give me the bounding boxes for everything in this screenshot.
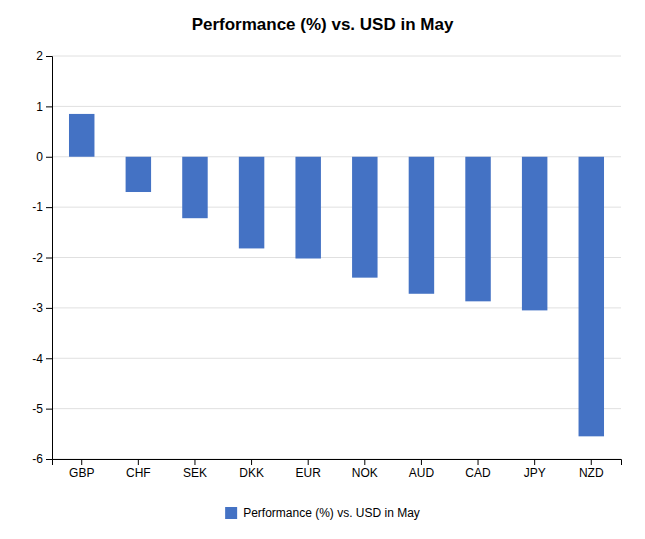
legend-swatch bbox=[225, 507, 237, 519]
axis-line bbox=[53, 460, 622, 466]
tick: CAD bbox=[465, 459, 491, 480]
tick: 0 bbox=[36, 150, 52, 164]
tick-label: 0 bbox=[36, 150, 43, 164]
tick-mark bbox=[46, 106, 52, 107]
bar bbox=[69, 114, 94, 157]
tick-label: -3 bbox=[32, 301, 43, 315]
tick: -3 bbox=[32, 301, 52, 315]
tick-mark bbox=[364, 459, 365, 465]
tick-label: 2 bbox=[36, 49, 43, 63]
bar bbox=[295, 157, 320, 259]
tick-label: EUR bbox=[296, 466, 322, 480]
grid-line bbox=[52, 56, 621, 57]
tick-mark bbox=[46, 459, 52, 460]
tick-mark bbox=[194, 459, 195, 465]
tick: SEK bbox=[183, 459, 207, 480]
tick-mark bbox=[46, 258, 52, 259]
tick: -1 bbox=[32, 200, 52, 214]
tick-mark bbox=[421, 459, 422, 465]
tick-label: DKK bbox=[239, 466, 264, 480]
legend-label: Performance (%) vs. USD in May bbox=[243, 506, 420, 520]
tick: DKK bbox=[239, 459, 264, 480]
tick-mark bbox=[591, 459, 592, 465]
bar bbox=[522, 157, 547, 311]
tick: -5 bbox=[32, 402, 52, 416]
tick-mark bbox=[251, 459, 252, 465]
tick-label: JPY bbox=[524, 466, 546, 480]
chart: Performance (%) vs. USD in May -6 -5 -4 -3 -2… bbox=[0, 0, 645, 539]
tick: CHF bbox=[126, 459, 151, 480]
grid-line bbox=[52, 106, 621, 107]
x-axis: GBP CHF SEK DKK EUR NOK AUD CAD JPY NZD bbox=[53, 459, 622, 480]
tick-mark bbox=[46, 56, 52, 57]
tick-label: AUD bbox=[409, 466, 435, 480]
bar bbox=[579, 157, 604, 437]
tick-mark bbox=[534, 459, 535, 465]
tick-label: -6 bbox=[32, 452, 43, 466]
tick: NZD bbox=[579, 459, 604, 480]
y-axis: -6 -5 -4 -3 -2 -1 0 1 2 bbox=[32, 49, 52, 466]
tick-mark bbox=[46, 157, 52, 158]
tick-mark bbox=[478, 459, 479, 465]
tick-label: NZD bbox=[579, 466, 604, 480]
tick-mark bbox=[308, 459, 309, 465]
tick-label: SEK bbox=[183, 466, 207, 480]
tick-label: -4 bbox=[32, 352, 43, 366]
tick: -4 bbox=[32, 352, 52, 366]
bar bbox=[182, 157, 207, 218]
tick-label: CAD bbox=[465, 466, 491, 480]
tick: 1 bbox=[36, 100, 52, 114]
tick: 2 bbox=[36, 49, 52, 63]
tick: EUR bbox=[296, 459, 322, 480]
tick-mark bbox=[46, 358, 52, 359]
bar bbox=[239, 157, 264, 249]
legend: Performance (%) vs. USD in May bbox=[225, 506, 420, 520]
legend-item: Performance (%) vs. USD in May bbox=[225, 506, 420, 520]
tick: -6 bbox=[32, 452, 52, 466]
axis-line bbox=[46, 57, 53, 460]
tick: NOK bbox=[352, 459, 378, 480]
tick: AUD bbox=[409, 459, 435, 480]
tick-label: 1 bbox=[36, 100, 43, 114]
tick-mark bbox=[46, 308, 52, 309]
bar bbox=[409, 157, 434, 294]
tick: GBP bbox=[69, 459, 94, 480]
bar bbox=[126, 157, 151, 192]
bars bbox=[69, 114, 604, 436]
tick-label: -2 bbox=[32, 251, 43, 265]
tick-label: -1 bbox=[32, 200, 43, 214]
grid bbox=[52, 56, 621, 459]
title: Performance (%) vs. USD in May bbox=[192, 15, 454, 34]
tick: JPY bbox=[524, 459, 546, 480]
bar bbox=[352, 157, 377, 278]
tick: -2 bbox=[32, 251, 52, 265]
tick-mark bbox=[46, 409, 52, 410]
tick-label: GBP bbox=[69, 466, 94, 480]
tick-mark bbox=[81, 459, 82, 465]
grid-line bbox=[52, 408, 621, 409]
tick-mark bbox=[46, 207, 52, 208]
tick-mark bbox=[138, 459, 139, 465]
tick-label: CHF bbox=[126, 466, 151, 480]
bar bbox=[465, 157, 490, 302]
grid-line bbox=[52, 358, 621, 359]
plot: -6 -5 -4 -3 -2 -1 0 1 2 GBP CHF SEK DKK EUR NOK AUD CAD J… bbox=[32, 49, 621, 479]
tick-label: -5 bbox=[32, 402, 43, 416]
tick-label: NOK bbox=[352, 466, 378, 480]
